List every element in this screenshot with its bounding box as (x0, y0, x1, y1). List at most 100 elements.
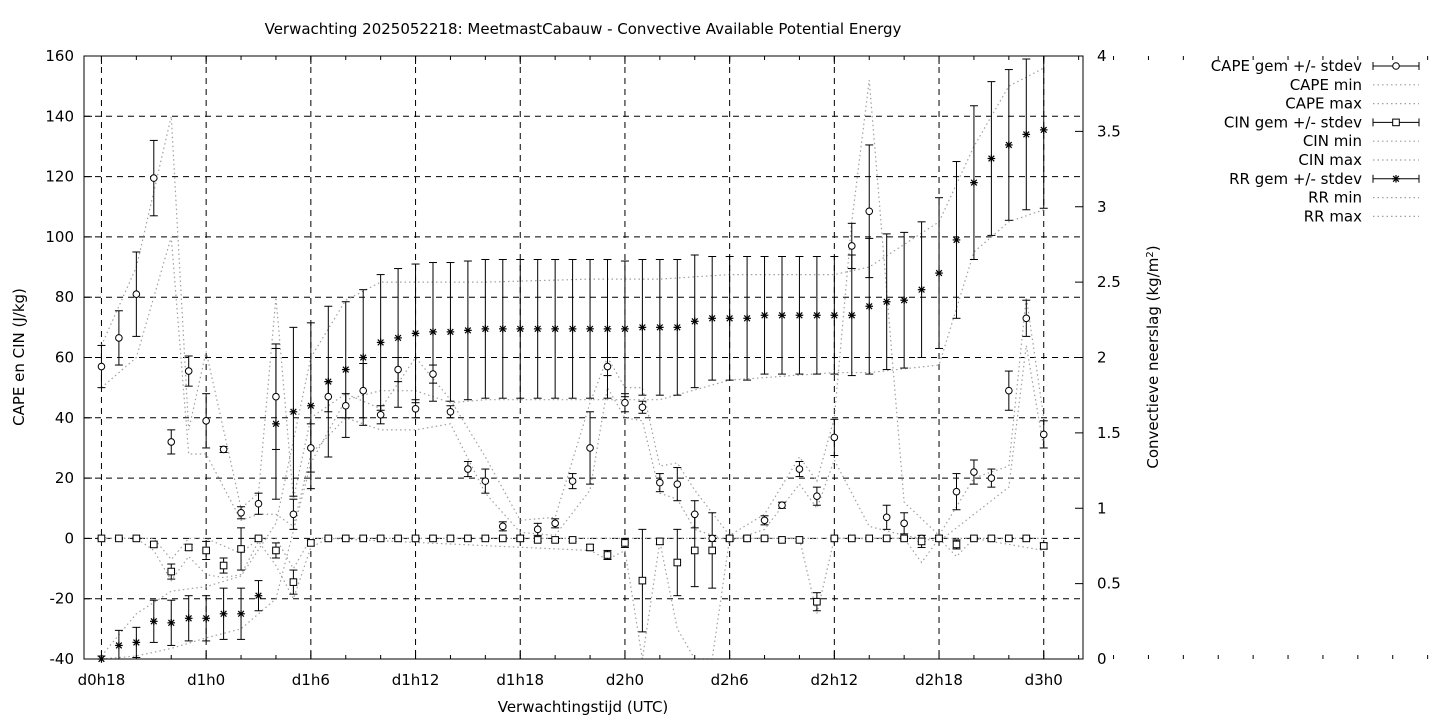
point-cape-gem-stdev (376, 410, 385, 419)
y-tick-label: 20 (55, 469, 74, 487)
star-stroke (691, 318, 699, 325)
point-cape-gem-stdev (900, 519, 908, 528)
star-stroke (743, 315, 751, 322)
point-rr-gem-stdev (690, 317, 699, 326)
point-cape-gem-stdev (778, 501, 786, 510)
star-stroke (1040, 126, 1048, 134)
legend-label: CIN min (1303, 132, 1362, 150)
point-cin-gem-stdev (551, 536, 559, 544)
point-rr-gem-stdev (708, 314, 716, 323)
point-cin-gem-stdev (97, 534, 106, 543)
point-cin-gem-stdev (847, 534, 856, 543)
point-cape-gem-stdev (272, 392, 280, 401)
y-tick-label: 80 (55, 288, 74, 306)
star-stroke (133, 639, 140, 646)
point-cin-gem-stdev (376, 534, 385, 543)
point-rr-gem-stdev (760, 311, 769, 320)
star-stroke (464, 327, 472, 334)
point-rr-gem-stdev (446, 328, 455, 336)
point-rr-gem-stdev (115, 641, 123, 650)
x-tick-label: d1h18 (496, 671, 544, 689)
point-cape-gem-stdev (1039, 430, 1048, 439)
point-cape-gem-stdev (621, 398, 629, 407)
legend-label: CAPE min (1290, 76, 1362, 94)
point-cin-gem-stdev (219, 561, 228, 570)
point-cin-gem-stdev (481, 534, 490, 543)
point-cin-gem-stdev (289, 578, 298, 586)
point-cin-gem-stdev (708, 546, 716, 555)
star-stroke (674, 324, 681, 331)
star-stroke (586, 325, 594, 333)
point-cape-gem-stdev (429, 370, 437, 378)
point-cin-gem-stdev (254, 534, 263, 543)
star-stroke (482, 325, 489, 333)
point-cape-gem-stdev (202, 417, 210, 425)
y-tick-label: 140 (45, 107, 74, 125)
point-cape-gem-stdev (533, 525, 542, 534)
point-cape-gem-stdev (847, 242, 856, 250)
y2-tick-label: 3 (1097, 198, 1107, 216)
point-cape-gem-stdev (830, 433, 839, 442)
y2-axis-label: Convectieve neerslag (kg/m2) (1144, 245, 1162, 468)
star-stroke (534, 325, 541, 333)
star-stroke (848, 312, 856, 319)
point-cin-gem-stdev (237, 545, 245, 553)
point-cin-gem-stdev (184, 543, 193, 552)
markers (97, 126, 1048, 663)
star-stroke (499, 325, 507, 333)
star-stroke (708, 315, 716, 322)
y2-tick-label: 2.5 (1097, 273, 1121, 291)
star-stroke (726, 315, 733, 322)
point-cin-gem-stdev (970, 534, 978, 543)
point-cape-gem-stdev (656, 478, 664, 487)
point-cin-gem-stdev (341, 534, 350, 543)
star-stroke (115, 642, 123, 649)
point-cape-gem-stdev (952, 487, 961, 496)
star-stroke (167, 619, 175, 627)
star-stroke (831, 312, 838, 319)
star-stroke (604, 325, 611, 333)
point-cape-gem-stdev (115, 334, 123, 342)
point-cape-gem-stdev (882, 513, 891, 522)
star-stroke (1392, 175, 1400, 183)
point-cin-gem-stdev (586, 543, 594, 552)
y2-axis-label-main: Convectieve neerslag (kg/m (1144, 258, 1162, 469)
star-stroke (796, 312, 803, 319)
point-cin-gem-stdev (917, 537, 926, 546)
star-stroke (953, 236, 960, 244)
y-tick-label: 160 (45, 47, 74, 65)
star-stroke (307, 402, 315, 410)
point-rr-gem-stdev (219, 609, 228, 618)
point-cape-gem-stdev (1022, 314, 1031, 323)
point-cin-gem-stdev (115, 534, 123, 543)
point-rr-gem-stdev (1005, 141, 1013, 149)
star-stroke (639, 324, 646, 331)
point-cin-gem-stdev (621, 539, 629, 547)
point-cin-gem-stdev (464, 534, 472, 543)
star-stroke (621, 325, 629, 333)
point-rr-gem-stdev (638, 323, 647, 332)
point-cape-gem-stdev (865, 207, 874, 216)
star-stroke (185, 615, 192, 622)
y2-axis-label-end: ) (1144, 245, 1162, 251)
point-cin-gem-stdev (202, 546, 210, 555)
point-cin-gem-stdev (533, 536, 542, 544)
legend-marker (1392, 175, 1400, 183)
star-stroke (778, 312, 786, 319)
star-stroke (761, 312, 768, 319)
point-rr-gem-stdev (795, 311, 804, 320)
point-cin-gem-stdev (865, 534, 874, 543)
point-cape-gem-stdev (237, 508, 245, 517)
chart-title: Verwachting 2025052218: MeetmastCabauw -… (265, 20, 902, 38)
point-cin-gem-stdev (795, 536, 804, 544)
y2-tick-label: 2 (1097, 349, 1107, 367)
star-stroke (412, 330, 419, 337)
point-cin-gem-stdev (498, 534, 507, 543)
point-cape-gem-stdev (149, 174, 158, 182)
point-rr-gem-stdev (498, 325, 507, 333)
point-rr-gem-stdev (132, 638, 141, 647)
star-stroke (900, 296, 908, 304)
point-cin-gem-stdev (132, 534, 141, 543)
point-cape-gem-stdev (394, 365, 402, 374)
